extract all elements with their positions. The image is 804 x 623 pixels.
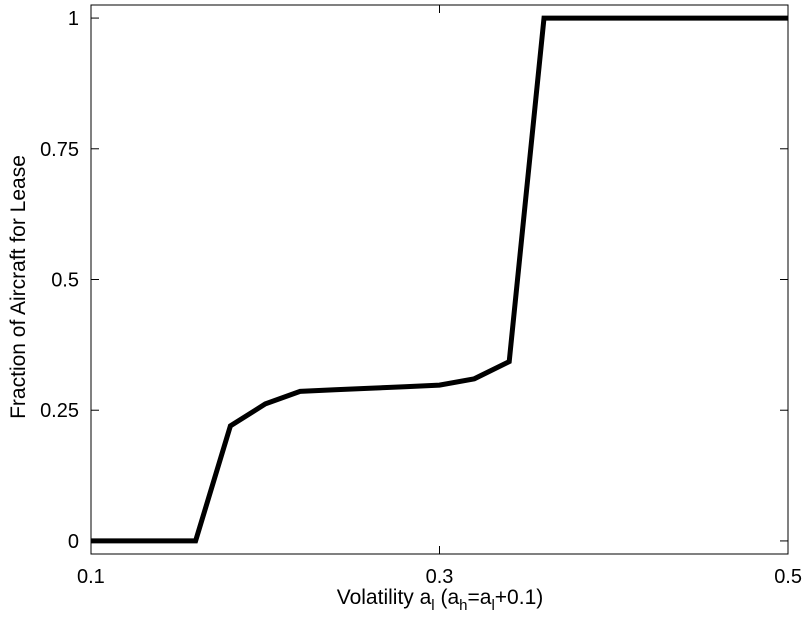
y-tick-label: 0.25 (40, 400, 79, 422)
axis-ticks (90, 5, 789, 554)
plot-frame (90, 4, 789, 555)
y-tick-label: 0 (68, 531, 79, 553)
x-axis-label-prefix: Volatility a (337, 586, 432, 609)
x-axis-label-sub1: l (431, 597, 434, 614)
x-axis-label-sub3: l (491, 597, 494, 614)
x-axis-label-sub2: h (459, 597, 467, 614)
tick-labels: 0.1 0.3 0.5 0 0.25 0.5 0.75 1 (40, 8, 802, 588)
series-line (91, 15, 788, 544)
x-axis-label-suffix: +0.1) (495, 586, 543, 609)
x-tick-label: 0.5 (774, 566, 802, 588)
y-axis-label: Fraction of Aircraft for Lease (7, 155, 30, 419)
y-tick-label: 0.5 (51, 270, 79, 292)
series-layer (91, 15, 788, 544)
x-tick-label: 0.1 (77, 566, 105, 588)
x-axis-label: Volatility al (ah=al+0.1) (337, 586, 544, 614)
y-tick-label: 1 (68, 8, 79, 30)
y-tick-label: 0.75 (40, 139, 79, 161)
x-axis-label-mid: (a (435, 586, 460, 609)
x-axis-label-eq: =a (468, 586, 492, 609)
x-tick-label: 0.3 (426, 566, 454, 588)
